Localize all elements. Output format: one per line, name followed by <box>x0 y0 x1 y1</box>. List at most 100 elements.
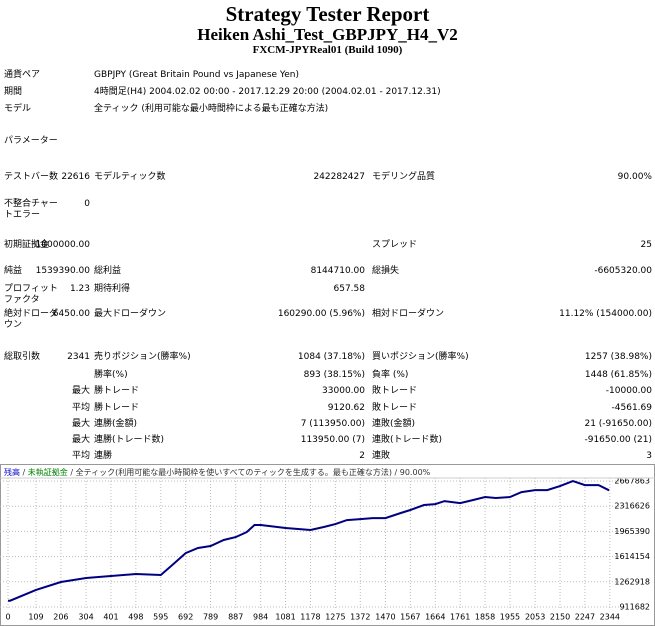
y-tick-label: 2667863 <box>614 477 650 486</box>
stat-value: -91650.00 (21) <box>584 435 652 445</box>
stat-label: 最大ドローダウン <box>94 309 167 319</box>
stat-value: -4561.69 <box>611 403 652 413</box>
stat-value: 22616 <box>61 172 90 182</box>
legend-entry: 未執証拠金 <box>28 467 68 477</box>
y-tick-label: 1614154 <box>614 552 650 561</box>
info-value: GBPJPY (Great Britain Pound vs Japanese … <box>94 70 299 80</box>
x-tick-label: 1955 <box>500 613 520 622</box>
stat-value: 893 (38.15%) <box>303 370 365 380</box>
stat-label: 総取引数 <box>4 352 41 362</box>
stat-label: 連勝 <box>94 451 113 461</box>
stat-label: 総利益 <box>94 266 122 276</box>
stat-value: 最大 <box>71 419 90 429</box>
x-tick-label: 1178 <box>300 613 320 622</box>
stat-value: 21 (-91650.00) <box>584 419 652 429</box>
stat-value: -10000.00 <box>605 386 652 396</box>
stat-label: 連敗(金額) <box>372 419 416 429</box>
stat-value: 8144710.00 <box>310 266 365 276</box>
stat-label: スプレッド <box>372 240 418 250</box>
x-tick-label: 692 <box>178 613 193 622</box>
legend-entry: 90.00% <box>400 468 431 477</box>
report-title: Strategy Tester Report <box>225 2 430 26</box>
x-tick-label: 1761 <box>450 613 470 622</box>
x-tick-label: 401 <box>103 613 118 622</box>
stat-value: 1084 (37.18%) <box>297 352 365 362</box>
stat-value: 9120.62 <box>327 403 365 413</box>
stat-value: 33000.00 <box>322 386 365 396</box>
stat-value: -6605320.00 <box>594 266 652 276</box>
y-tick-label: 2316626 <box>614 502 650 511</box>
stat-label: 敗トレード <box>372 386 418 396</box>
x-tick-label: 304 <box>78 613 93 622</box>
legend-separator: / <box>20 468 28 477</box>
stat-value: 平均 <box>71 451 90 461</box>
stat-label: 敗トレード <box>372 403 418 413</box>
stat-label: 絶対ドローダウン <box>4 309 59 330</box>
info-value: 4時間足(H4) 2004.02.02 00:00 - 2017.12.29 2… <box>94 87 441 97</box>
stat-value: 242282427 <box>313 172 365 182</box>
stat-value: 1539390.00 <box>35 266 90 276</box>
stat-value: 90.00% <box>617 172 652 182</box>
stat-label: 勝率(%) <box>94 370 128 380</box>
stat-label: プロフィットファクタ <box>4 284 58 305</box>
stat-label: 負率 (%) <box>372 370 409 380</box>
x-tick-label: 2247 <box>575 613 595 622</box>
legend-entry: 全ティック(利用可能な最小時間枠を使いすべてのティックを生成する。最も正確な方法… <box>76 467 392 477</box>
stat-value: 25 <box>640 240 652 250</box>
chart-frame <box>0 464 655 626</box>
stat-value: 最大 <box>71 435 90 445</box>
balance-chart: 911682 1262918 1614154 1965390 2316626 266786… <box>0 464 655 626</box>
stat-label: 勝トレード <box>94 386 140 396</box>
stat-value: 1000000.00 <box>35 240 90 250</box>
stat-label: モデルティック数 <box>94 172 166 182</box>
legend: 残高 / 未執証拠金 / 全ティック(利用可能な最小時間枠を使いすべてのティック… <box>4 467 431 477</box>
info-label: パラメーター <box>4 136 58 146</box>
stat-value: 0 <box>84 199 90 209</box>
x-tick-label: 2053 <box>525 613 545 622</box>
y-tick-label: 1262918 <box>614 577 650 586</box>
legend-entry: 残高 <box>4 467 20 477</box>
stat-label: 連勝(金額) <box>94 419 138 429</box>
stat-label: 相対ドローダウン <box>372 309 445 319</box>
y-tick-label: 911682 <box>619 603 650 612</box>
x-tick-label: 109 <box>28 613 43 622</box>
stat-label: 期待利得 <box>94 284 131 294</box>
expert-name: Heiken Ashi_Test_GBPJPY_H4_V2 <box>197 25 458 44</box>
info-label: 通貨ペア <box>4 70 41 80</box>
x-tick-label: 789 <box>203 613 218 622</box>
x-tick-label: 2344 <box>600 613 620 622</box>
stat-label: テストバー数 <box>4 172 59 182</box>
balance-line <box>8 480 610 602</box>
server-info: FXCM-JPYReal01 (Build 1090) <box>252 44 403 56</box>
stat-label: 不整合チャートエラー <box>4 199 58 220</box>
stat-value: 1.23 <box>69 284 90 294</box>
x-tick-label: 984 <box>253 613 268 622</box>
stat-value: 11.12% (154000.00) <box>559 309 652 319</box>
x-tick-label: 498 <box>128 613 143 622</box>
stat-label: 買いポジション(勝率%) <box>372 352 469 362</box>
stat-label: 売りポジション(勝率%) <box>94 352 191 362</box>
x-tick-label: 1470 <box>375 613 395 622</box>
x-tick-label: 1372 <box>350 613 370 622</box>
stat-label: 連敗(トレード数) <box>372 435 443 445</box>
stat-value: 2 <box>359 451 365 461</box>
x-tick-label: 206 <box>53 613 68 622</box>
stat-value: 1257 (38.98%) <box>584 352 652 362</box>
x-tick-label: 0 <box>5 613 10 622</box>
info-value: 全ティック (利用可能な最小時間枠による最も正確な方法) <box>94 104 329 114</box>
stat-value: 3 <box>646 451 652 461</box>
stat-label: 勝トレード <box>94 403 140 413</box>
stat-value: 6450.00 <box>52 309 90 319</box>
x-tick-label: 1567 <box>400 613 420 622</box>
stat-value: 平均 <box>71 403 90 413</box>
stat-label: 純益 <box>4 266 23 276</box>
y-tick-label: 1965390 <box>614 527 650 536</box>
info-label: 期間 <box>4 87 23 97</box>
info-label: モデル <box>4 104 32 114</box>
stat-label: 連勝(トレード数) <box>94 435 165 445</box>
stat-value: 657.58 <box>333 284 366 294</box>
x-tick-label: 887 <box>228 613 243 622</box>
stat-label: 初期証拠金 <box>4 240 50 250</box>
stat-label: 総損失 <box>372 266 400 276</box>
